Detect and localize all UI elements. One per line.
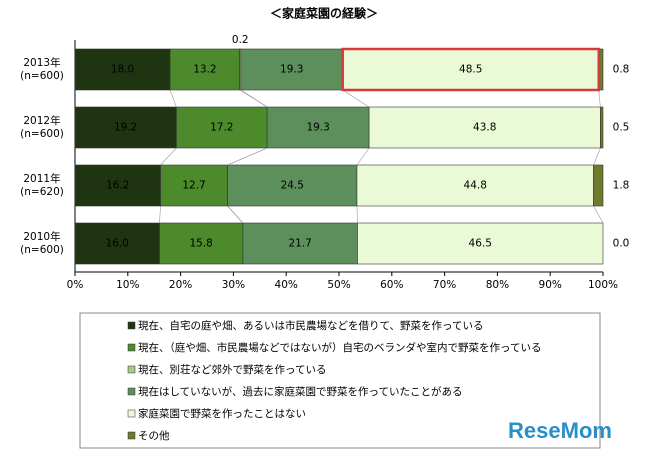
value-label: 16.0 <box>106 238 129 250</box>
value-label: 0.8 <box>613 64 630 76</box>
x-tick-label: 0% <box>67 279 84 291</box>
legend-label: 現在、別荘など郊外で野菜を作っている <box>138 363 326 376</box>
value-label: 16.2 <box>106 180 129 192</box>
bar-segment <box>159 222 244 265</box>
connector <box>227 147 268 166</box>
value-label: 48.5 <box>459 64 482 76</box>
highlight <box>341 47 601 92</box>
x-tick-label: 70% <box>433 279 456 291</box>
bar-segment <box>169 48 241 91</box>
legend-swatch <box>127 365 136 374</box>
bar-segment <box>74 48 171 91</box>
bar-segment <box>342 48 600 91</box>
watermark: ReseMom <box>508 418 612 443</box>
legend-swatch <box>127 387 136 396</box>
connector <box>598 89 601 108</box>
value-label: 0.5 <box>613 122 630 134</box>
bar-segment <box>368 106 601 149</box>
value-label: 19.3 <box>306 122 329 134</box>
legend-label: 現在、（庭や畑、市民農場などではないが）自宅のベランダや室内で野菜を作っている <box>138 341 542 354</box>
connector <box>240 89 268 108</box>
bar-segment <box>176 106 268 149</box>
x-tick-label: 90% <box>539 279 562 291</box>
value-label: 19.3 <box>280 64 303 76</box>
bar-segment <box>74 106 177 149</box>
value-label: 17.2 <box>210 122 233 134</box>
x-tick-label: 100% <box>588 279 618 291</box>
y-tick-label: 2010年(n=600) <box>20 230 64 256</box>
connector <box>169 89 177 108</box>
y-tick-label: 2011年(n=620) <box>20 172 64 198</box>
x-tick-label: 20% <box>169 279 192 291</box>
connector <box>342 89 370 108</box>
legend-label: 現在、自宅の庭や畑、あるいは市民農場などを借りて、野菜を作っている <box>138 319 483 332</box>
bar-segment <box>242 222 358 265</box>
chart-title: ＜家庭菜園の経験＞ <box>270 6 378 21</box>
x-tick-label: 80% <box>486 279 509 291</box>
legend-swatch <box>127 431 136 440</box>
bar-segment <box>227 164 358 207</box>
bar-segment <box>356 164 594 207</box>
bar-segment <box>357 222 604 265</box>
connector <box>593 147 601 166</box>
bar-segment <box>240 48 343 91</box>
bar-segment <box>266 106 370 149</box>
x-tick-label: 60% <box>380 279 403 291</box>
bar-segment <box>74 164 161 207</box>
value-label: 24.5 <box>281 180 304 192</box>
y-tick-label: 2013年(n=600) <box>20 56 64 82</box>
value-label: 19.2 <box>114 122 137 134</box>
value-label: 18.0 <box>111 64 134 76</box>
connector <box>227 205 244 224</box>
legend-box <box>79 312 601 449</box>
value-label: 0.2 <box>232 34 249 46</box>
value-label: 0.0 <box>613 238 630 250</box>
value-label: 1.8 <box>613 180 630 192</box>
bar-segment <box>593 164 604 207</box>
value-label: 12.7 <box>182 180 205 192</box>
connector <box>593 205 604 224</box>
value-label: 43.8 <box>473 122 496 134</box>
connector <box>356 205 358 224</box>
value-label: 15.8 <box>189 238 212 250</box>
x-tick-label: 50% <box>327 279 350 291</box>
value-label: 46.5 <box>469 238 492 250</box>
connector <box>160 147 177 166</box>
legend-swatch <box>127 409 136 418</box>
bar-segment <box>74 222 160 265</box>
value-label: 13.2 <box>193 64 216 76</box>
x-tick-label: 40% <box>275 279 298 291</box>
connector <box>159 205 161 224</box>
y-tick-label: 2012年(n=600) <box>20 114 64 140</box>
legend-label: 現在はしていないが、過去に家庭菜園で野菜を作っていたことがある <box>138 385 462 398</box>
value-label: 21.7 <box>288 238 311 250</box>
legend-swatch <box>127 343 136 352</box>
legend-label: 家庭菜園で野菜を作ったことはない <box>138 407 306 420</box>
connector <box>356 147 370 166</box>
x-tick-label: 10% <box>116 279 139 291</box>
x-tick-label: 30% <box>222 279 245 291</box>
legend-label: その他 <box>138 429 170 442</box>
value-label: 44.8 <box>464 180 487 192</box>
legend-swatch <box>127 321 136 330</box>
bar-segment <box>600 106 604 149</box>
